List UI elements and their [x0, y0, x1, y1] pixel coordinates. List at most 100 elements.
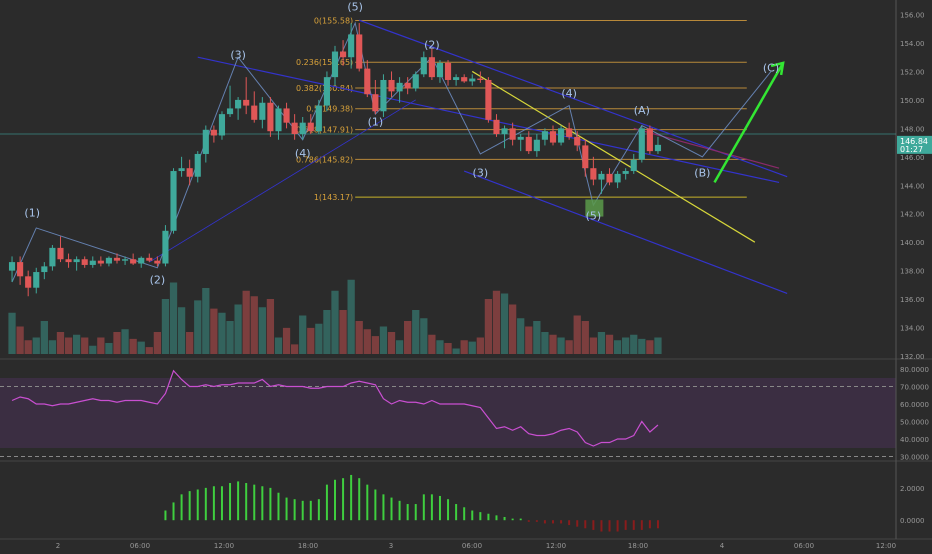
volume-bar: [274, 337, 283, 354]
candle-body: [646, 128, 653, 152]
wave-label: (1): [24, 207, 40, 220]
candle-body: [622, 171, 629, 174]
resistance-line: [633, 127, 780, 169]
volume-bar: [444, 343, 452, 354]
oscillator-tick-label: 60.0000: [900, 401, 929, 409]
volume-bar: [355, 321, 363, 354]
time-tick-label: 18:00: [628, 542, 648, 550]
volume-bars: [8, 279, 662, 354]
candle-body: [178, 168, 185, 172]
volume-bar: [177, 307, 186, 354]
wave-label: (3): [473, 167, 489, 180]
elliott-wave-labels[interactable]: (1) (2) (3) (4) (5) (1) (2) (3) (4) (5) (A) (B) (C): [24, 0, 779, 286]
price-tick-label: 154.00: [900, 40, 925, 48]
candle-body: [130, 259, 137, 264]
volume-bar: [40, 321, 48, 354]
time-tick-label: 06:00: [130, 542, 150, 550]
candle-body: [291, 122, 298, 135]
candlestick-series: [8, 23, 662, 297]
volume-bar: [250, 296, 258, 354]
volume-bar: [533, 321, 541, 354]
time-axis: 2 06:00 12:00 18:00 3 06:00 12:00 18:00 4 06:00 12…: [56, 542, 896, 550]
candle-body: [614, 173, 621, 183]
candle-body: [444, 62, 452, 80]
volume-bar: [48, 340, 57, 354]
fib-level-label: 0.786(145.82): [296, 155, 353, 164]
projection-arrow-head: [770, 61, 785, 76]
candle-body: [307, 122, 314, 132]
volume-bar: [557, 337, 565, 354]
price-tick-label: 144.00: [900, 182, 925, 190]
candle-body: [380, 79, 387, 112]
wave-label: (4): [561, 87, 577, 100]
volume-bar: [194, 300, 202, 354]
volume-bar: [97, 337, 105, 354]
candle-body: [461, 77, 468, 82]
volume-bar: [218, 312, 226, 354]
volume-bar: [307, 327, 315, 354]
candle-body: [226, 108, 234, 115]
candle-body: [525, 136, 532, 152]
volume-bar: [137, 341, 145, 354]
candle-body: [477, 78, 484, 80]
volume-bar: [331, 290, 339, 354]
volume-bar: [210, 308, 218, 354]
candle-body: [469, 78, 476, 82]
candle-body: [315, 105, 322, 132]
candle-body: [582, 145, 589, 169]
volume-bar: [266, 299, 275, 354]
candle-body: [202, 129, 209, 154]
wave-label: (1): [368, 116, 384, 129]
volume-bar: [565, 340, 573, 354]
volume-bar: [492, 290, 501, 354]
histogram-tick-label: 0.0000: [900, 517, 925, 525]
candle-body: [186, 168, 193, 177]
wave-5-highlight-box: [585, 199, 604, 217]
time-tick-label: 06:00: [462, 542, 482, 550]
volume-bar: [517, 318, 525, 354]
price-axis: 156.00 154.00 152.00 150.00 148.00 146.00 144.…: [897, 12, 932, 361]
candle-body: [372, 94, 379, 112]
candle-body: [323, 77, 330, 106]
volume-bar: [56, 332, 65, 354]
elliott-wave-path[interactable]: [11, 21, 772, 283]
price-tick-label: 140.00: [900, 239, 925, 247]
volume-bar: [387, 332, 396, 354]
oscillator-band-fill: [0, 378, 896, 448]
candle-body: [97, 260, 104, 264]
price-tick-label: 148.00: [900, 125, 925, 133]
volume-bar: [129, 338, 137, 354]
volume-bar: [412, 310, 420, 354]
oscillator-line: [11, 369, 659, 447]
fib-level-label: 0(155.58): [314, 17, 353, 26]
price-tick-label: 156.00: [900, 12, 925, 20]
candle-body: [259, 102, 266, 120]
candle-body: [541, 131, 548, 140]
candle-body: [138, 257, 145, 264]
volume-bar: [581, 321, 589, 354]
candle-body: [33, 272, 40, 288]
wave-label: (2): [424, 39, 440, 52]
price-tick-label: 136.00: [900, 296, 925, 304]
candle-body: [558, 128, 565, 143]
candle-body: [275, 108, 282, 132]
candle-body: [170, 171, 177, 231]
candle-body: [501, 128, 508, 135]
candle-body: [396, 82, 403, 92]
volume-bar: [299, 315, 307, 354]
fib-level-label: 0.236(152.65): [296, 58, 353, 67]
candle-body: [428, 57, 435, 78]
candle-body: [388, 79, 395, 92]
candle-body: [194, 153, 201, 177]
volume-bar: [597, 332, 606, 354]
projection-arrow: [713, 62, 785, 184]
candle-body: [606, 173, 613, 183]
candle-body: [340, 51, 347, 58]
candle-body: [598, 173, 605, 180]
price-tick-label: 132.00: [900, 353, 925, 361]
candle-countdown-label: 01:27: [900, 145, 923, 154]
candle-body: [73, 259, 80, 263]
volume-bar: [226, 321, 234, 354]
